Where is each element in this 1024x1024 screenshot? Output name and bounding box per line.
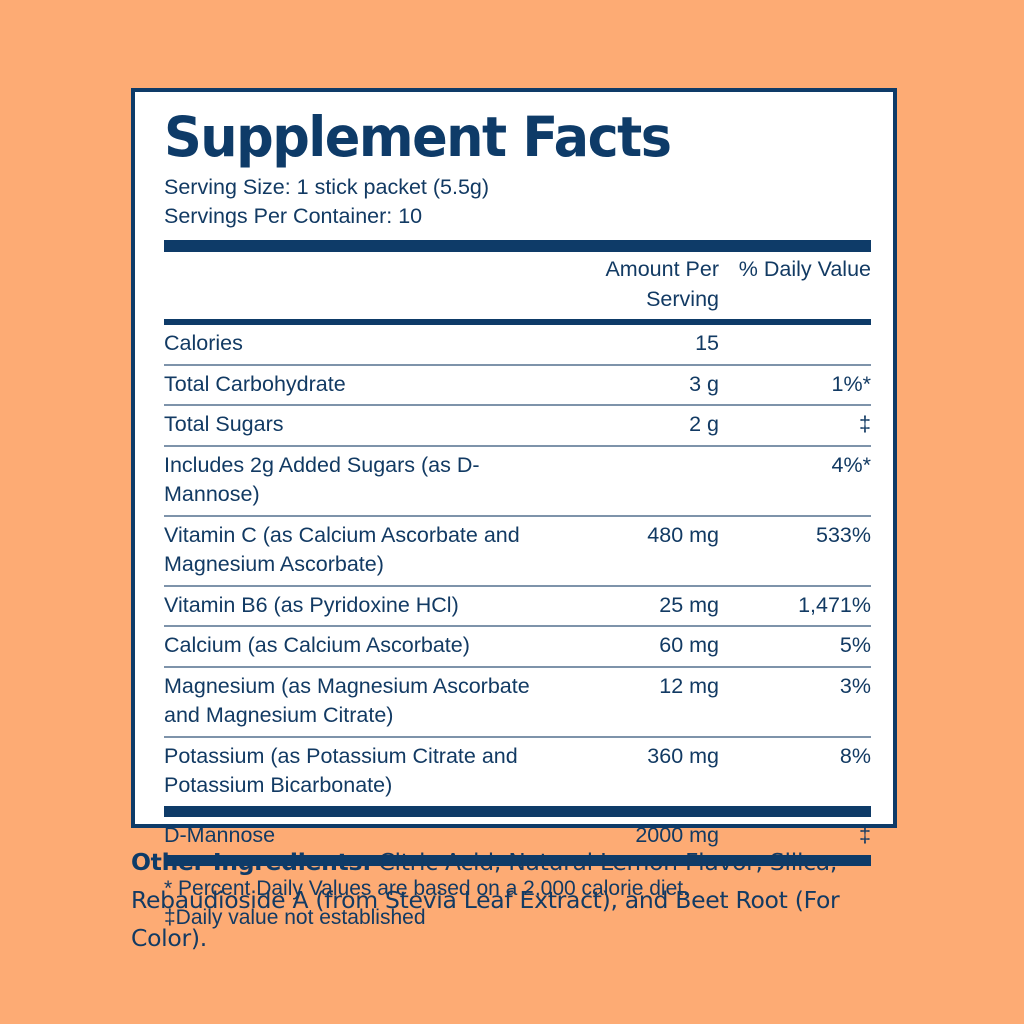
nutrient-name: Magnesium (as Magnesium Ascorbate and Ma… bbox=[164, 666, 569, 738]
header-top-bar bbox=[164, 240, 871, 252]
footnotes: * Percent Daily Values are based on a 2,… bbox=[164, 866, 871, 932]
nutrient-rows-container: Calories 15 Total Carbohydrate 3 g 1%* Total … bbox=[164, 325, 871, 806]
table-row: Vitamin C (as Calcium Ascorbate and Magn… bbox=[164, 515, 871, 587]
nutrient-amount: 15 bbox=[569, 325, 719, 366]
table-row: Calcium (as Calcium Ascorbate) 60 mg 5% bbox=[164, 626, 871, 668]
nutrition-table: Amount Per Serving % Daily Value bbox=[164, 252, 871, 319]
nutrient-table-body: Calories 15 Total Carbohydrate 3 g 1%* Total … bbox=[164, 325, 871, 806]
highlight-row-amount: 2000 mg bbox=[635, 822, 719, 847]
nutrient-daily-value: 8% bbox=[839, 743, 871, 768]
table-row: Total Carbohydrate 3 g 1%* bbox=[164, 364, 871, 406]
column-header-name bbox=[164, 252, 569, 319]
servings-per-container-text: Servings Per Container: 10 bbox=[164, 204, 423, 228]
nutrient-name: Vitamin B6 (as Pyridoxine HCl) bbox=[164, 585, 569, 627]
column-header-amount: Amount Per Serving bbox=[605, 257, 719, 311]
nutrient-daily-value: 1%* bbox=[719, 364, 871, 406]
other-ingredients-text: Citric Acid, Natural Lemon Flavor, Silic… bbox=[131, 848, 840, 952]
highlight-top-bar bbox=[164, 805, 871, 817]
nutrient-amount: 480 mg bbox=[569, 515, 719, 587]
nutrient-name: Calcium (as Calcium Ascorbate) bbox=[164, 626, 569, 668]
nutrient-name: Total Sugars bbox=[164, 405, 569, 447]
nutrient-amount: 360 mg bbox=[647, 743, 719, 768]
table-row: Vitamin B6 (as Pyridoxine HCl) 25 mg 1,471… bbox=[164, 585, 871, 627]
serving-size-text: Serving Size: 1 stick packet (5.5g) bbox=[164, 175, 490, 199]
nutrient-name: Total Carbohydrate bbox=[164, 364, 569, 406]
column-header-daily-value: % Daily Value bbox=[738, 257, 871, 281]
highlight-bottom-bar bbox=[164, 855, 871, 866]
nutrient-daily-value: ‡ bbox=[719, 405, 871, 447]
footnote-not-established: ‡Daily value not established bbox=[164, 906, 426, 929]
table-row: Calories 15 bbox=[164, 325, 871, 366]
panel-content: Supplement Facts Serving Size: 1 stick p… bbox=[135, 92, 893, 932]
supplement-facts-panel: Supplement Facts Serving Size: 1 stick p… bbox=[131, 88, 897, 929]
nutrient-daily-value: 533% bbox=[719, 515, 871, 587]
nutrient-table: Calories 15 Total Carbohydrate 3 g 1%* Total … bbox=[164, 325, 871, 806]
highlight-row-daily-value: ‡ bbox=[859, 822, 871, 847]
nutrient-daily-value: 4%* bbox=[719, 445, 871, 517]
nutrition-table-body: Amount Per Serving % Daily Value bbox=[164, 252, 871, 319]
highlight-table-body: D-Mannose 2000 mg ‡ bbox=[164, 817, 871, 856]
nutrient-amount: 25 mg bbox=[569, 585, 719, 627]
other-ingredients-label: Other Ingredients: bbox=[131, 848, 372, 876]
table-row: Includes 2g Added Sugars (as D-Mannose) 4… bbox=[164, 445, 871, 517]
nutrient-name: Includes 2g Added Sugars (as D-Mannose) bbox=[164, 445, 569, 517]
table-row: Total Sugars 2 g ‡ bbox=[164, 405, 871, 447]
nutrient-daily-value bbox=[719, 325, 871, 366]
table-row: Magnesium (as Magnesium Ascorbate and Ma… bbox=[164, 666, 871, 738]
nutrient-amount: 2 g bbox=[569, 405, 719, 447]
nutrient-daily-value: 5% bbox=[719, 626, 871, 668]
nutrient-amount bbox=[569, 445, 719, 517]
nutrient-daily-value: 1,471% bbox=[719, 585, 871, 627]
nutrient-amount: 60 mg bbox=[569, 626, 719, 668]
highlight-row-name: D-Mannose bbox=[164, 822, 276, 847]
table-header-row: Amount Per Serving % Daily Value bbox=[164, 252, 871, 319]
table-row: D-Mannose 2000 mg ‡ bbox=[164, 817, 871, 856]
header-bottom-rule bbox=[164, 319, 871, 325]
table-row: Potassium (as Potassium Citrate and Pota… bbox=[164, 737, 871, 806]
other-ingredients: Other Ingredients: Citric Acid, Natural … bbox=[131, 843, 921, 957]
nutrient-amount: 3 g bbox=[569, 364, 719, 406]
nutrient-name: Vitamin C (as Calcium Ascorbate and Magn… bbox=[164, 515, 569, 587]
nutrient-daily-value: 3% bbox=[719, 666, 871, 738]
footnote-daily-values: * Percent Daily Values are based on a 2,… bbox=[164, 877, 689, 900]
nutrient-name: Potassium (as Potassium Citrate and Pota… bbox=[164, 743, 518, 798]
highlight-table: D-Mannose 2000 mg ‡ bbox=[164, 817, 871, 856]
nutrient-amount: 12 mg bbox=[569, 666, 719, 738]
page-title: Supplement Facts bbox=[164, 105, 672, 169]
nutrient-name: Calories bbox=[164, 325, 569, 366]
